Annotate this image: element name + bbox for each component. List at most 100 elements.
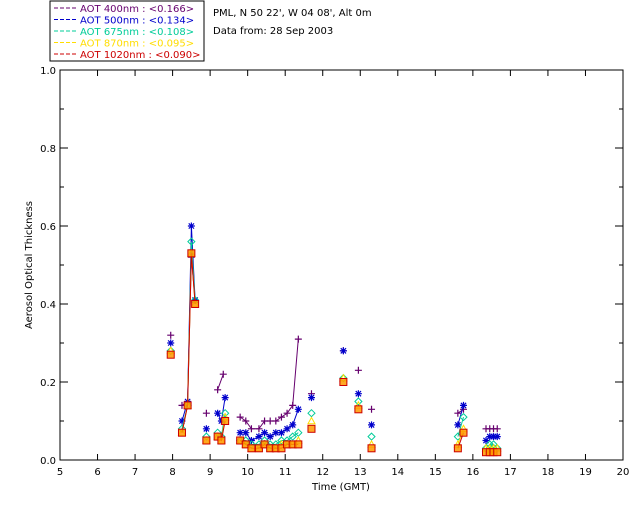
- data-point: [272, 417, 280, 425]
- x-tick-label: 5: [57, 467, 63, 478]
- data-point: [294, 428, 303, 437]
- series-line: [217, 374, 224, 390]
- data-point: [354, 405, 363, 414]
- data-point: [221, 394, 229, 402]
- data-point: [272, 429, 280, 437]
- series-2: [166, 237, 502, 453]
- legend-label: AOT 870nm : <0.095>: [80, 39, 194, 50]
- data-point: [266, 433, 274, 441]
- data-point: [187, 249, 196, 258]
- x-tick-label: 19: [579, 467, 592, 478]
- x-tick-label: 18: [542, 467, 555, 478]
- data-point: [454, 421, 462, 429]
- location-text: PML, N 50 22', W 04 08', Alt 0m: [213, 8, 372, 19]
- data-point: [261, 429, 269, 437]
- y-axis-label: Aerosol Optical Thickness: [24, 201, 35, 329]
- data-point: [214, 386, 222, 394]
- data-point: [294, 335, 302, 343]
- data-point: [178, 417, 186, 425]
- data-point: [183, 401, 192, 410]
- data-point: [339, 347, 347, 355]
- data-point: [354, 366, 362, 374]
- x-tick-label: 12: [316, 467, 329, 478]
- data-point: [289, 401, 297, 409]
- data-point: [242, 417, 250, 425]
- data-point: [493, 425, 501, 433]
- data-point: [236, 413, 244, 421]
- data-point: [283, 425, 291, 433]
- legend-label: AOT 400nm : <0.166>: [80, 4, 194, 15]
- data-point: [220, 408, 230, 418]
- date-text: Data from: 28 Sep 2003: [213, 26, 333, 37]
- data-point: [255, 425, 263, 433]
- data-point: [459, 401, 467, 409]
- y-tick-label: 0.4: [40, 300, 56, 311]
- x-tick-label: 10: [241, 467, 254, 478]
- y-tick-label: 0.6: [40, 222, 56, 233]
- data-point: [236, 429, 244, 437]
- data-point: [307, 416, 316, 425]
- x-tick-label: 8: [169, 467, 175, 478]
- x-tick-label: 13: [354, 467, 367, 478]
- data-point: [214, 409, 222, 417]
- data-point: [459, 412, 468, 422]
- data-point: [294, 405, 302, 413]
- y-tick-label: 0.0: [40, 456, 56, 467]
- x-tick-label: 14: [391, 467, 404, 478]
- data-point: [493, 433, 501, 441]
- data-point: [490, 433, 498, 441]
- series-0: [167, 253, 501, 433]
- y-tick-label: 0.8: [40, 144, 56, 155]
- x-tick-label: 7: [132, 467, 138, 478]
- series-4: [166, 249, 502, 457]
- y-tick-label: 0.2: [40, 378, 56, 389]
- legend-label: AOT 675nm : <0.108>: [80, 27, 194, 38]
- data-point: [354, 390, 362, 398]
- data-point: [283, 409, 291, 417]
- data-point: [166, 350, 175, 359]
- series-3: [166, 248, 502, 452]
- data-point: [307, 408, 316, 418]
- data-point: [187, 237, 196, 246]
- data-point: [368, 405, 376, 413]
- plot-frame: [59, 69, 624, 461]
- series-line: [457, 405, 464, 426]
- series-line: [181, 253, 196, 433]
- y-tick-label: 1.0: [40, 66, 56, 77]
- data-point: [454, 409, 462, 417]
- data-point: [191, 300, 200, 308]
- series-line: [239, 339, 299, 430]
- data-point: [202, 436, 211, 445]
- x-tick-label: 11: [279, 467, 292, 478]
- legend: AOT 400nm : <0.166>AOT 500nm : <0.134>AO…: [49, 0, 205, 62]
- data-point: [242, 429, 250, 437]
- data-point: [493, 448, 502, 457]
- x-tick-label: 20: [617, 467, 630, 478]
- series-1: [167, 222, 501, 444]
- x-tick-label: 15: [429, 467, 442, 478]
- x-axis-label: Time (GMT): [311, 482, 370, 493]
- data-point: [167, 331, 175, 339]
- data-point: [307, 424, 316, 433]
- data-point: [486, 433, 494, 441]
- data-point: [177, 428, 186, 437]
- data-point: [368, 421, 376, 429]
- x-tick-label: 6: [94, 467, 100, 478]
- legend-label: AOT 500nm : <0.134>: [80, 16, 194, 27]
- legend-label: AOT 1020nm : <0.090>: [80, 50, 200, 61]
- data-point: [453, 444, 462, 453]
- x-tick-label: 16: [466, 467, 479, 478]
- data-point: [289, 421, 297, 429]
- data-point: [219, 370, 227, 378]
- data-point: [339, 378, 348, 386]
- data-point: [167, 339, 175, 347]
- data-point: [221, 417, 230, 425]
- axis-ticks: 5 6 7 8 9 10 11 12 13 14 15 16 17 18 19 20 0.0 0.2 0.4 0.6 0…: [40, 66, 629, 478]
- data-point: [294, 440, 303, 449]
- data-point: [217, 436, 226, 445]
- data-point: [367, 444, 376, 453]
- data-point: [247, 425, 255, 433]
- data-point: [482, 437, 490, 444]
- data-point: [367, 432, 376, 441]
